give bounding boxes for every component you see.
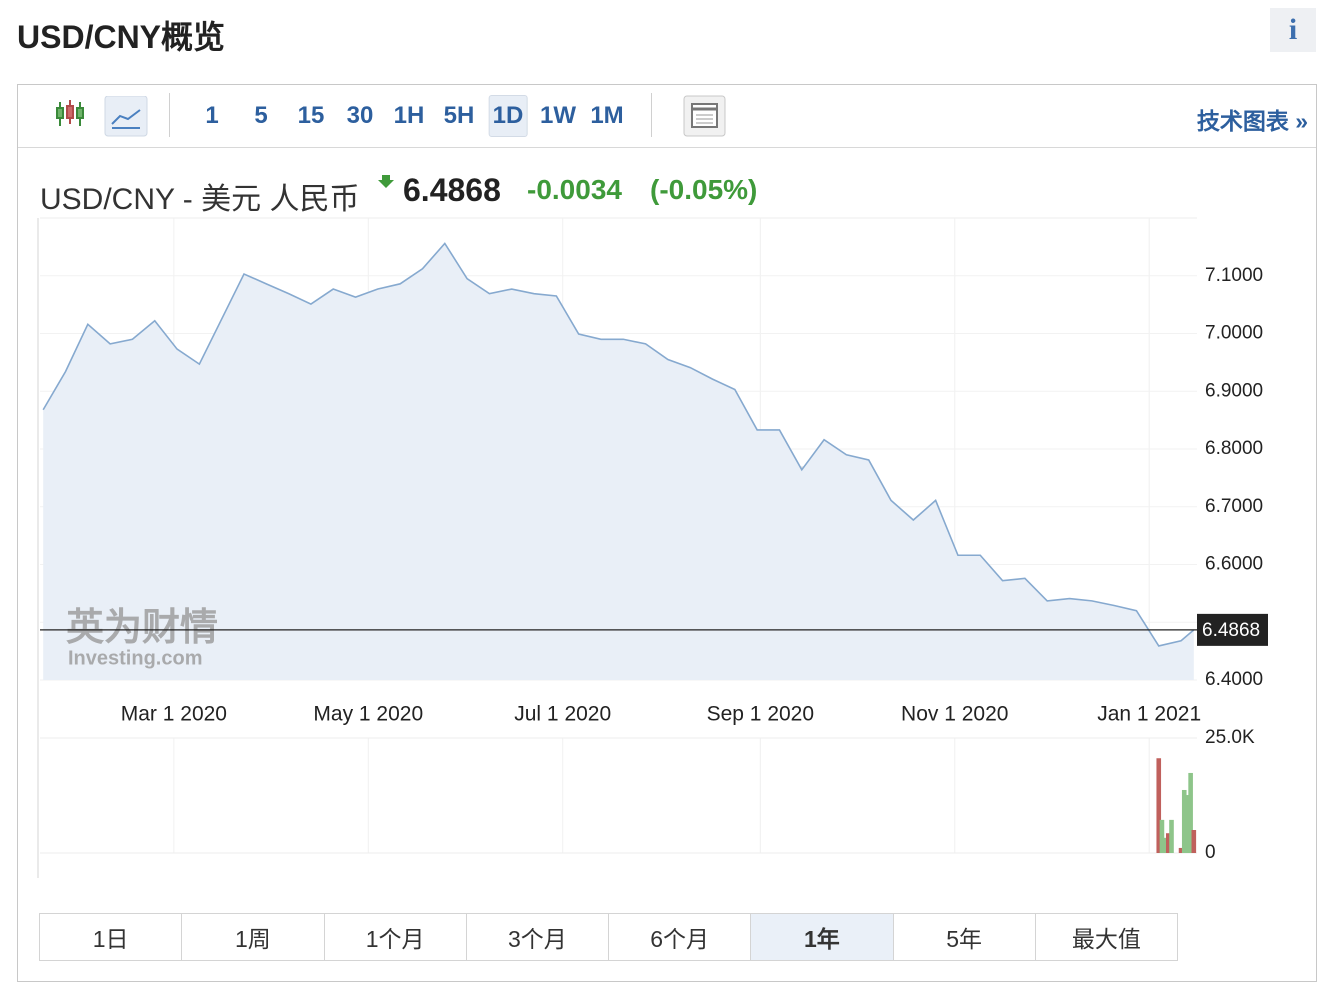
volume-bar	[1178, 847, 1184, 853]
x-tick-label: May 1 2020	[313, 703, 423, 726]
last-price-label: 6.4868	[1202, 620, 1260, 641]
volume-bar	[1169, 819, 1174, 853]
interval-button[interactable]: 1D	[488, 95, 528, 137]
y-tick-label: 25.0K	[1205, 727, 1255, 748]
table-icon[interactable]	[683, 95, 727, 137]
range-button[interactable]: 3个月	[465, 913, 609, 961]
volume-bar	[1188, 772, 1193, 853]
interval-button[interactable]: 1H	[393, 102, 425, 129]
y-tick-label: 6.6000	[1205, 554, 1263, 575]
interval-button[interactable]: 15	[297, 102, 325, 129]
range-button[interactable]: 1周	[181, 913, 325, 961]
widget-frame	[17, 84, 1317, 982]
technical-chart-link[interactable]: 技术图表 »	[1196, 108, 1308, 134]
volume-bar	[1156, 758, 1162, 853]
watermark-text: Investing.com	[68, 647, 202, 669]
watermark-text: 英为财情	[66, 607, 218, 649]
interval-button[interactable]: 1	[205, 102, 219, 129]
interval-button[interactable]: 30	[346, 102, 374, 129]
y-tick-label: 6.9000	[1205, 380, 1263, 401]
range-button[interactable]: 5年	[892, 913, 1036, 961]
quote-price: 6.4868	[403, 172, 501, 208]
y-tick-label: 7.0000	[1205, 323, 1263, 344]
interval-button[interactable]: 5H	[443, 102, 475, 129]
y-tick-label: 6.7000	[1205, 496, 1263, 517]
candlestick-icon[interactable]	[56, 100, 84, 126]
y-tick-label: 0	[1205, 842, 1216, 863]
interval-button[interactable]: 1M	[590, 102, 624, 129]
y-tick-label: 7.1000	[1205, 265, 1263, 286]
range-button[interactable]: 最大值	[1034, 913, 1178, 961]
volume-bar	[1181, 789, 1187, 853]
volume-bar	[1185, 795, 1190, 853]
quote-change: -0.0034	[527, 174, 622, 205]
price-line	[42, 242, 1195, 647]
line-icon[interactable]	[104, 96, 148, 137]
volume-bar	[1159, 819, 1165, 853]
quote-change-percent: (-0.05%)	[650, 174, 758, 205]
x-tick-label: Mar 1 2020	[121, 703, 227, 726]
y-tick-label: 6.8000	[1205, 438, 1263, 459]
x-tick-label: Sep 1 2020	[707, 703, 814, 726]
x-tick-label: Nov 1 2020	[901, 703, 1008, 726]
range-button[interactable]: 6个月	[608, 913, 752, 961]
toolbar	[18, 85, 1316, 148]
x-tick-label: Jan 1 2021	[1097, 703, 1201, 726]
range-button[interactable]: 1个月	[323, 913, 467, 961]
last-price-box	[1197, 613, 1268, 646]
page-title: USD/CNY概览	[17, 19, 226, 55]
volume-bar	[1162, 837, 1168, 853]
down-arrow	[378, 175, 394, 188]
interval-button[interactable]: 1W	[540, 102, 576, 129]
area-fill	[43, 243, 1194, 680]
quote-name: USD/CNY - 美元 人民币	[40, 183, 360, 216]
info-button[interactable]: i	[1270, 8, 1316, 52]
volume-bar	[1191, 830, 1197, 853]
x-tick-label: Jul 1 2020	[514, 703, 611, 726]
separator	[169, 93, 170, 137]
separator	[651, 93, 652, 137]
range-button[interactable]: 1日	[39, 913, 183, 961]
range-button[interactable]: 1年	[750, 913, 894, 961]
volume-bar	[1166, 833, 1171, 853]
interval-button[interactable]: 5	[254, 102, 268, 129]
y-tick-label: 6.4000	[1205, 669, 1263, 690]
toolbar-icons	[56, 96, 148, 137]
